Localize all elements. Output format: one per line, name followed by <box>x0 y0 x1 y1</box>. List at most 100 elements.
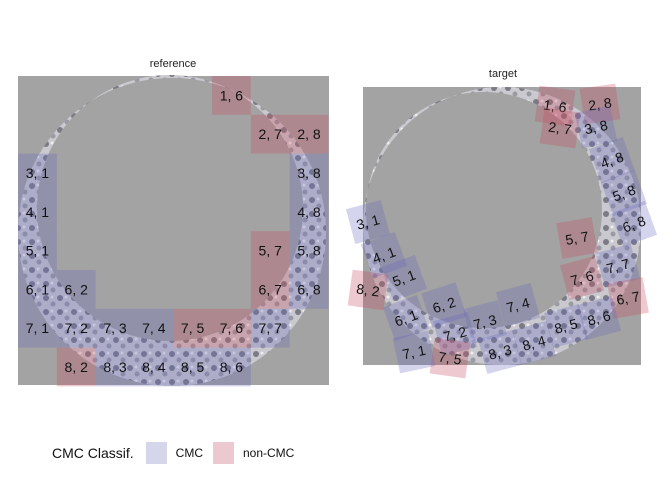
tile-label: 7, 6 <box>220 320 244 336</box>
tile-non-cmc <box>559 255 605 301</box>
tile-label: 7, 5 <box>437 348 463 367</box>
tile-label: 7, 2 <box>442 323 469 345</box>
tile: 5, 8 <box>289 231 329 270</box>
legend-title: CMC Classif. <box>52 445 134 461</box>
tile-cmc <box>18 192 57 232</box>
tile-cmc <box>511 320 557 366</box>
tile-label: 4, 1 <box>26 204 50 220</box>
tile-non-cmc <box>579 83 621 125</box>
tile-non-cmc <box>212 308 251 348</box>
tile-label: 7, 2 <box>65 320 89 336</box>
tile: 8, 3 <box>477 329 523 375</box>
tile-non-cmc <box>539 107 581 149</box>
tile-non-cmc <box>429 337 471 379</box>
tile: 6, 8 <box>610 200 658 248</box>
tile-label: 7, 7 <box>259 320 283 336</box>
tile-label: 5, 1 <box>390 266 418 289</box>
tile-label: 2, 8 <box>587 94 613 113</box>
tile: 8, 2 <box>56 347 96 387</box>
tile: 7, 1 <box>18 308 57 348</box>
tile-label: 8, 5 <box>553 315 580 337</box>
tile: 5, 7 <box>556 217 598 259</box>
tile-label: 8, 3 <box>103 359 127 375</box>
tile-cmc <box>360 231 408 279</box>
tile-cmc <box>18 231 57 270</box>
reference-panel-title: reference <box>149 58 197 70</box>
tile-label: 7, 3 <box>103 320 127 336</box>
tile-label: 8, 4 <box>521 332 548 354</box>
tile-non-cmc <box>56 347 96 387</box>
tile-cmc <box>421 282 467 328</box>
tile: 7, 6 <box>559 255 605 301</box>
tile: 7, 4 <box>495 282 541 328</box>
tile: 7, 7 <box>250 308 290 348</box>
tile-non-cmc <box>250 114 290 154</box>
tile-label: 5, 7 <box>564 228 590 248</box>
tile-cmc <box>588 136 636 184</box>
tile: 8, 6 <box>212 347 251 387</box>
reference-panel: 1, 6 2, 7 2, 8 3, 1 3, 8 4, 1 4, 8 5, 1 5, 7 5, 8… <box>17 75 329 387</box>
tile-cmc <box>576 295 622 341</box>
tile-label: 3, 1 <box>26 165 50 181</box>
tile-cmc <box>95 308 135 348</box>
tile: 7, 3 <box>462 299 508 345</box>
tile: 7, 5 <box>173 308 212 348</box>
tile-cmc <box>212 347 251 387</box>
tile: 6, 2 <box>56 270 96 309</box>
tile-cmc <box>289 192 329 232</box>
tile-non-cmc <box>212 76 251 115</box>
tile-cmc <box>56 270 96 309</box>
tile-label: 6, 2 <box>430 294 457 316</box>
tile-non-cmc <box>173 308 212 348</box>
tile-label: 5, 8 <box>297 243 321 259</box>
tile: 7, 6 <box>212 308 251 348</box>
tile-non-cmc <box>534 85 576 127</box>
tile-label: 4, 8 <box>598 148 626 171</box>
tile-cmc <box>380 254 428 302</box>
tile: 8, 6 <box>576 295 622 341</box>
tile: 1, 6 <box>212 76 251 115</box>
tile-cmc <box>477 329 523 375</box>
tile-label: 6, 8 <box>620 212 648 235</box>
tile-label: 8, 6 <box>586 307 613 329</box>
tile-label: 7, 1 <box>26 320 50 336</box>
tile: 7, 5 <box>429 337 471 379</box>
tile: 2, 8 <box>289 114 329 154</box>
tile-non-cmc <box>556 217 598 259</box>
tile: 7, 4 <box>134 308 174 348</box>
tile: 4, 8 <box>289 192 329 232</box>
tile: 3, 1 <box>345 199 391 245</box>
tile: 5, 1 <box>18 231 57 270</box>
tile-label: 3, 8 <box>297 165 321 181</box>
tile-cmc <box>250 308 290 348</box>
tile: 8, 5 <box>543 303 589 349</box>
tile: 7, 3 <box>95 308 135 348</box>
tile-label: 7, 4 <box>505 294 532 316</box>
tile: 2, 7 <box>250 114 290 154</box>
tile: 3, 8 <box>289 153 329 193</box>
tile-label: 2, 7 <box>547 118 573 137</box>
legend-label-cmc: CMC <box>175 446 203 460</box>
tile-cmc <box>432 311 478 357</box>
tile: 8, 4 <box>134 347 174 387</box>
tile-cmc <box>600 169 648 217</box>
tile-label: 7, 7 <box>605 255 632 277</box>
tile-cmc <box>595 243 641 289</box>
tile-label: 7, 3 <box>472 311 499 333</box>
tile-label: 8, 4 <box>142 359 166 375</box>
tile-label: 2, 8 <box>297 126 321 142</box>
tile-non-cmc <box>289 114 329 154</box>
tile: 8, 4 <box>511 320 557 366</box>
tile-cmc <box>392 330 436 374</box>
tile-label: 8, 2 <box>65 359 89 375</box>
tile-cmc <box>289 153 329 193</box>
target-ring-image <box>363 87 641 365</box>
tile-label: 6, 8 <box>297 281 321 297</box>
target-panel: 1, 6 2, 7 2, 8 3, 8 4, 8 5, 8 6, 8 5, 7 7, 7 7, 6… <box>345 83 658 379</box>
tile-label: 6, 1 <box>392 306 420 329</box>
tile-label: 6, 2 <box>65 281 89 297</box>
tile-non-cmc <box>347 269 389 311</box>
tile-label: 4, 1 <box>370 243 398 266</box>
tile-label: 8, 3 <box>487 341 514 363</box>
tile-non-cmc <box>250 270 290 309</box>
